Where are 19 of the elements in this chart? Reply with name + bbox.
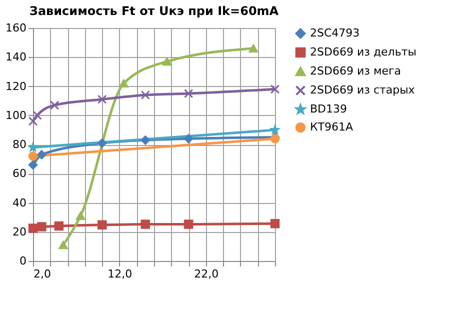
- y-tick-label: 60: [12, 167, 26, 180]
- y-tick-label: 140: [6, 50, 26, 64]
- x-tick-label: 2,0: [34, 268, 51, 280]
- legend-label: 2SC4793: [310, 26, 360, 40]
- y-tick-label: 160: [6, 22, 26, 34]
- y-tick-label: 80: [12, 138, 26, 151]
- legend-label: BD139: [310, 102, 348, 116]
- legend-label: 2SD669 из старых: [310, 84, 416, 96]
- chart-title: Зависимость Ft от Uкэ при Ik=60mA: [29, 4, 280, 18]
- legend-label: КТ961А: [310, 120, 354, 134]
- x-tick-label: 12,0: [108, 268, 132, 280]
- y-tick-label: 20: [12, 225, 26, 238]
- x-tick-label: 22,0: [194, 268, 219, 280]
- legend-label: 2SD669 из дельты: [310, 46, 416, 58]
- y-tick-label: 40: [12, 196, 26, 210]
- y-tick-label: 0: [20, 254, 26, 268]
- y-tick-label: 120: [6, 80, 26, 93]
- y-tick-label: 100: [6, 108, 26, 122]
- legend-label: 2SD669 из мега: [310, 64, 402, 78]
